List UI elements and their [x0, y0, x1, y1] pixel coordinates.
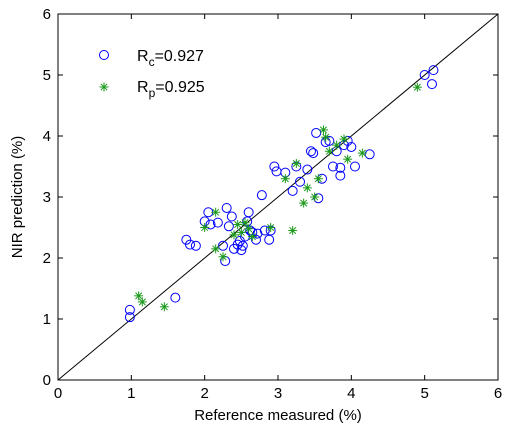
- data-point-calibration: [324, 135, 335, 146]
- data-point-prediction: [302, 183, 312, 193]
- data-point-calibration: [185, 239, 195, 250]
- data-point-prediction: [247, 232, 257, 242]
- data-point-prediction: [310, 192, 320, 202]
- data-points-group: [124, 65, 439, 323]
- data-point-calibration: [236, 245, 247, 256]
- data-point-calibration: [223, 221, 234, 232]
- data-point-calibration: [306, 146, 316, 157]
- legend-rc-value: =0.927: [155, 48, 204, 65]
- legend-marker-asterisk: [99, 82, 109, 92]
- data-point-prediction: [159, 302, 169, 312]
- data-point-calibration: [259, 225, 270, 236]
- data-point-calibration: [328, 161, 338, 172]
- legend-marker-circle: [99, 50, 109, 60]
- legend-asterisk-glyph: [99, 82, 109, 92]
- data-point-calibration: [221, 202, 232, 213]
- data-point-prediction: [291, 158, 301, 168]
- data-point-calibration: [269, 161, 280, 172]
- legend-rp-value: =0.925: [155, 79, 204, 96]
- identity-line: [57, 13, 499, 381]
- data-point-calibration: [212, 217, 223, 228]
- data-point-calibration: [427, 79, 437, 90]
- data-point-calibration: [295, 176, 305, 187]
- data-point-prediction: [229, 230, 239, 240]
- legend: Rc=0.927 Rp=0.925: [99, 48, 205, 100]
- y-tick-label: 4: [43, 128, 51, 145]
- data-point-prediction: [339, 134, 349, 144]
- y-tick-label: 5: [43, 67, 51, 84]
- y-tick-label: 2: [43, 250, 51, 267]
- y-tick-label: 6: [43, 6, 51, 23]
- data-point-calibration: [252, 228, 263, 239]
- data-point-prediction: [318, 125, 328, 135]
- data-point-calibration: [256, 190, 267, 201]
- data-point-calibration: [124, 304, 135, 315]
- data-point-calibration: [237, 240, 248, 251]
- data-point-calibration: [308, 148, 319, 159]
- data-point-prediction: [200, 223, 210, 232]
- y-tick-label: 3: [43, 189, 51, 206]
- legend-rp-main: R: [137, 79, 149, 96]
- data-point-calibration: [419, 70, 430, 80]
- x-tick-label: 2: [200, 385, 208, 402]
- data-point-calibration: [287, 185, 298, 196]
- legend-rp-sub: p: [149, 86, 156, 100]
- data-point-prediction: [211, 244, 221, 254]
- data-point-calibration: [243, 207, 254, 218]
- data-point-calibration: [190, 240, 201, 251]
- data-point-calibration: [428, 65, 439, 76]
- data-point-prediction: [266, 223, 276, 232]
- data-point-prediction: [332, 140, 342, 150]
- data-point-prediction: [240, 218, 250, 228]
- data-point-prediction: [313, 174, 323, 184]
- data-point-calibration: [342, 135, 353, 146]
- data-point-prediction: [236, 227, 246, 237]
- legend-label-rp: Rp=0.925: [137, 79, 205, 100]
- y-axis-title: NIR prediction (%): [9, 136, 26, 259]
- x-axis-title: Reference measured (%): [194, 407, 362, 424]
- legend-rc-sub: c: [149, 55, 155, 69]
- x-tick-label: 5: [420, 385, 428, 402]
- data-point-prediction: [324, 146, 334, 156]
- data-point-calibration: [335, 162, 346, 173]
- axis-ticks-group: 0 1 2 3 4 5 6 0 1 2 3 4 5 6: [43, 6, 503, 402]
- data-point-calibration: [364, 149, 375, 160]
- x-tick-label: 4: [347, 385, 355, 402]
- data-point-calibration: [346, 141, 357, 152]
- data-point-prediction: [137, 297, 147, 307]
- x-tick-label: 0: [54, 385, 62, 402]
- data-point-prediction: [299, 198, 309, 208]
- x-tick-label: 3: [274, 385, 282, 402]
- data-point-prediction: [280, 174, 290, 184]
- data-point-prediction: [134, 291, 144, 301]
- x-tick-label: 6: [494, 385, 502, 402]
- data-point-calibration: [226, 211, 237, 222]
- data-point-prediction: [343, 154, 353, 164]
- data-point-prediction: [244, 224, 254, 234]
- data-point-calibration: [302, 164, 313, 175]
- legend-label-rc: Rc=0.927: [137, 48, 204, 69]
- data-point-prediction: [412, 82, 422, 92]
- y-tick-label: 1: [43, 311, 51, 328]
- data-point-calibration: [251, 234, 261, 245]
- data-point-calibration: [124, 312, 135, 323]
- data-point-prediction: [218, 252, 228, 262]
- data-point-prediction: [321, 132, 331, 142]
- data-point-prediction: [233, 219, 243, 229]
- data-point-calibration: [335, 170, 346, 181]
- reference-line-group: [57, 13, 499, 381]
- data-point-prediction: [357, 148, 367, 158]
- y-tick-label: 0: [43, 372, 51, 389]
- data-point-calibration: [205, 219, 216, 230]
- data-point-prediction: [288, 226, 298, 236]
- data-point-calibration: [170, 292, 181, 303]
- data-point-calibration: [350, 161, 360, 172]
- data-point-prediction: [211, 207, 221, 217]
- x-tick-label: 1: [127, 385, 135, 402]
- legend-rc-main: R: [137, 48, 149, 65]
